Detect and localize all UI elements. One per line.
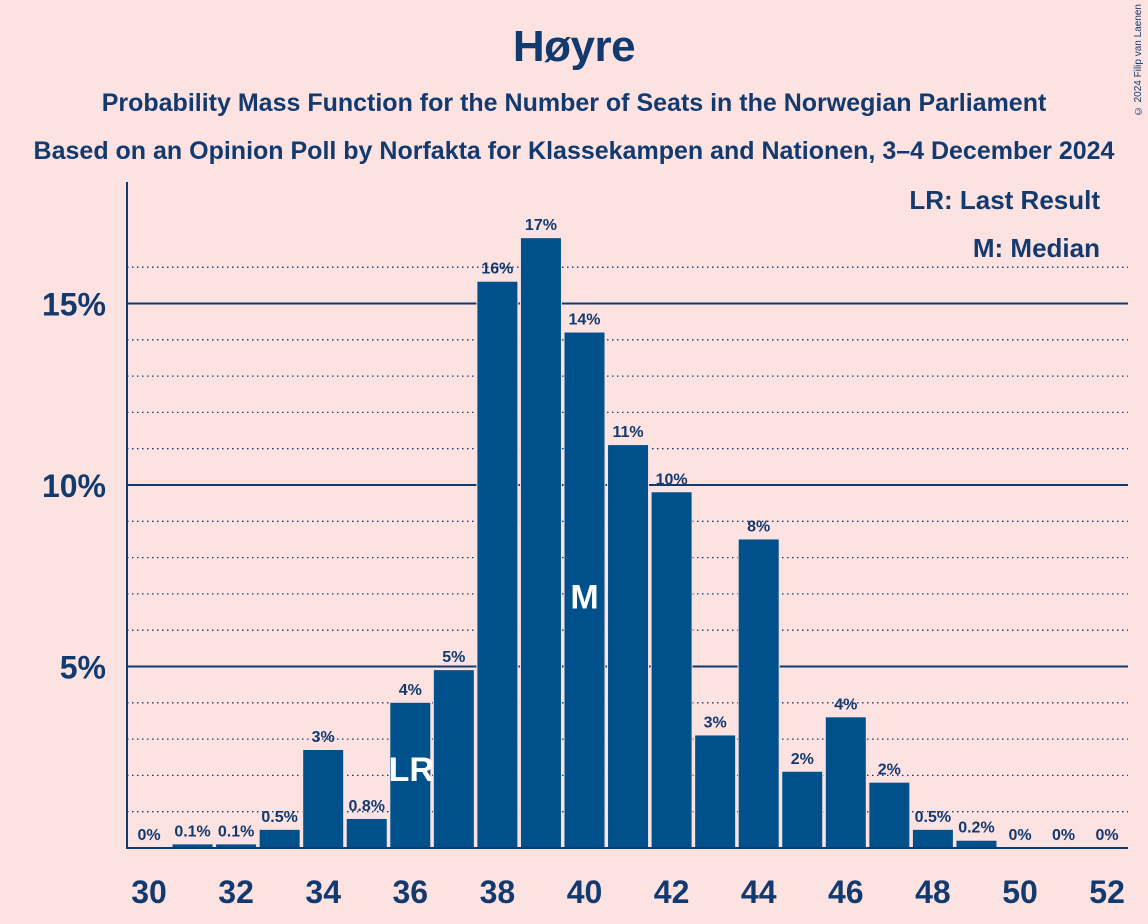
bar: [259, 829, 300, 848]
legend-last-result: LR: Last Result: [909, 185, 1100, 215]
chart-title: Høyre: [512, 22, 636, 71]
bar-label: 16%: [481, 261, 513, 278]
x-tick-label: 42: [654, 874, 690, 910]
bar-label: 2%: [791, 751, 814, 768]
chart-subtitle: Probability Mass Function for the Number…: [101, 89, 1047, 117]
bar-label: 2%: [878, 762, 901, 779]
bar-label: 11%: [612, 424, 643, 441]
bar: [564, 332, 605, 848]
bar-label: 0.5%: [261, 809, 297, 826]
bars: [171, 237, 998, 849]
legend-median: M: Median: [973, 233, 1100, 263]
bar-label: 0.8%: [349, 798, 385, 815]
bar-label: 0%: [1008, 827, 1031, 844]
bar-label: 4%: [399, 682, 422, 699]
x-tick-label: 50: [1002, 874, 1038, 910]
bar-label: 0%: [1096, 827, 1119, 844]
bar: [956, 840, 997, 848]
x-tick-label: 38: [480, 874, 516, 910]
bar-label: 5%: [442, 649, 465, 666]
bar-label: 0.1%: [174, 823, 210, 840]
bar: [477, 281, 518, 849]
bar-label: 10%: [656, 471, 688, 488]
x-tick-label: 46: [828, 874, 864, 910]
bar: [433, 670, 474, 848]
bar-label: 0.2%: [958, 820, 994, 837]
x-tick-label: 30: [131, 874, 167, 910]
bar-label: 8%: [747, 518, 770, 535]
bar-label: 3%: [312, 729, 335, 746]
bar: [608, 445, 649, 848]
y-tick-label: 5%: [60, 650, 106, 686]
bar-labels: 0% 0.1% 0.1% 0.5% 3% 0.8% 4% 5% 16% 17% 14% 11% 10% 3…: [137, 217, 1118, 844]
x-tick-label: 32: [218, 874, 254, 910]
x-tick-label: 52: [1089, 874, 1125, 910]
bar: [912, 829, 953, 848]
last-result-marker: LR: [389, 751, 434, 789]
bar-label: 3%: [704, 714, 727, 731]
bar-label: 0%: [137, 827, 160, 844]
bar-label: 4%: [834, 696, 857, 713]
bar: [695, 735, 736, 848]
bar: [346, 818, 387, 848]
x-tick-label: 44: [741, 874, 777, 910]
x-tick-label: 36: [393, 874, 429, 910]
bar-label: 14%: [568, 312, 600, 329]
y-tick-label: 10%: [42, 468, 106, 504]
bar-label: 17%: [525, 217, 557, 234]
bar: [651, 492, 692, 848]
axes: 5% 10% 15% 30 32 34 36 38 40 42 44 46 48 50 52: [42, 182, 1128, 910]
bar: [869, 782, 910, 848]
bar: [520, 238, 561, 848]
bar: [782, 771, 823, 848]
x-tick-label: 48: [915, 874, 951, 910]
bar-label: 0.1%: [218, 823, 254, 840]
chart-source: Based on an Opinion Poll by Norfakta for…: [33, 137, 1115, 165]
x-tick-label: 34: [305, 874, 341, 910]
bar: [738, 539, 779, 848]
x-tick-label: 40: [567, 874, 603, 910]
bar: [216, 844, 257, 848]
bar: [390, 702, 431, 848]
y-tick-label: 15%: [42, 287, 106, 323]
median-marker: M: [570, 578, 598, 616]
bar-label: 0%: [1052, 827, 1075, 844]
bar: [172, 844, 213, 848]
bar: [825, 717, 866, 848]
bar-label: 0.5%: [915, 809, 951, 826]
bar: [303, 749, 344, 848]
